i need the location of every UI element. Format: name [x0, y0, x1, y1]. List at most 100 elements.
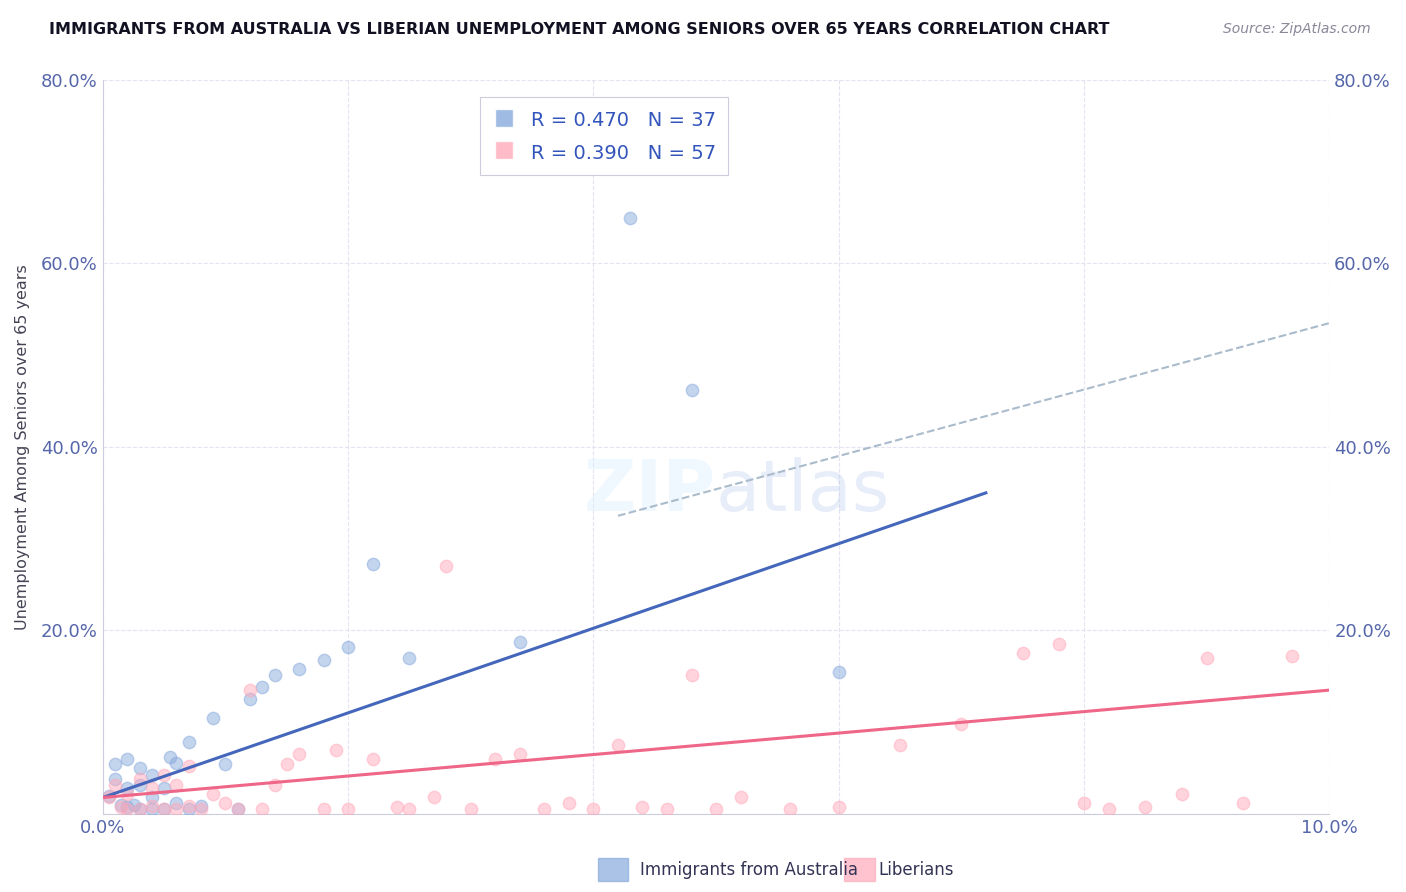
Point	[1073, 796, 1095, 810]
Point	[361, 558, 384, 572]
Point	[153, 802, 176, 816]
Point	[460, 802, 482, 816]
Point	[337, 802, 360, 816]
Point	[423, 790, 446, 805]
Point	[104, 772, 127, 786]
Point	[128, 772, 150, 786]
Legend: R = 0.470   N = 37, R = 0.390   N = 57: R = 0.470 N = 37, R = 0.390 N = 57	[481, 97, 728, 175]
Point	[239, 683, 262, 698]
Point	[704, 802, 727, 816]
Point	[117, 787, 139, 801]
Point	[828, 799, 851, 814]
Point	[104, 756, 127, 771]
Point	[177, 735, 200, 749]
Point	[1135, 799, 1157, 814]
Point	[325, 743, 347, 757]
Point	[398, 802, 420, 816]
Point	[165, 802, 187, 816]
Point	[141, 802, 163, 816]
Point	[288, 662, 311, 676]
Point	[117, 802, 139, 816]
Point	[110, 797, 132, 812]
Point	[558, 796, 581, 810]
Point	[159, 750, 181, 764]
Point	[165, 796, 187, 810]
Point	[252, 681, 274, 695]
Point	[165, 756, 187, 770]
Point	[252, 802, 274, 816]
Point	[312, 653, 335, 667]
Point	[190, 798, 212, 813]
Point	[1097, 802, 1119, 816]
Point	[263, 667, 285, 681]
Point	[1049, 637, 1071, 651]
Point	[165, 778, 187, 792]
Point	[141, 790, 163, 805]
Point	[1171, 787, 1194, 801]
Point	[681, 667, 703, 681]
Point	[582, 802, 605, 816]
Text: ZIP: ZIP	[583, 457, 716, 525]
Point	[434, 559, 457, 574]
Point	[202, 787, 225, 801]
Point	[655, 802, 678, 816]
Point	[1011, 647, 1033, 661]
Point	[239, 692, 262, 706]
Point	[398, 651, 420, 665]
Point	[104, 778, 127, 792]
Point	[312, 802, 335, 816]
Point	[288, 747, 311, 762]
Text: Source: ZipAtlas.com: Source: ZipAtlas.com	[1223, 22, 1371, 37]
Point	[1195, 651, 1218, 665]
Point	[509, 747, 531, 762]
Point	[177, 802, 200, 816]
Text: atlas: atlas	[716, 457, 890, 525]
Point	[631, 799, 654, 814]
Point	[214, 756, 236, 771]
Point	[950, 717, 973, 731]
Point	[226, 802, 249, 816]
Point	[889, 738, 911, 752]
Point	[619, 211, 641, 225]
Point	[177, 759, 200, 773]
Point	[263, 778, 285, 792]
Point	[98, 789, 121, 803]
Point	[337, 640, 360, 654]
Point	[607, 738, 630, 752]
Point	[117, 799, 139, 814]
Point	[202, 711, 225, 725]
Point	[385, 799, 408, 814]
Point	[214, 796, 236, 810]
Text: Immigrants from Australia: Immigrants from Australia	[640, 861, 858, 879]
Point	[533, 802, 555, 816]
Point	[128, 761, 150, 775]
Point	[730, 790, 752, 805]
Point	[226, 802, 249, 816]
Y-axis label: Unemployment Among Seniors over 65 years: Unemployment Among Seniors over 65 years	[15, 264, 30, 630]
Point	[128, 802, 150, 816]
Point	[141, 798, 163, 813]
Point	[509, 634, 531, 648]
Point	[153, 768, 176, 782]
Point	[177, 798, 200, 813]
Point	[117, 781, 139, 796]
Text: IMMIGRANTS FROM AUSTRALIA VS LIBERIAN UNEMPLOYMENT AMONG SENIORS OVER 65 YEARS C: IMMIGRANTS FROM AUSTRALIA VS LIBERIAN UN…	[49, 22, 1109, 37]
Point	[153, 802, 176, 816]
Point	[122, 797, 145, 812]
Point	[128, 778, 150, 792]
Point	[1281, 649, 1303, 664]
Point	[828, 665, 851, 679]
Point	[98, 790, 121, 805]
Point	[361, 752, 384, 766]
Point	[484, 752, 506, 766]
Point	[276, 756, 298, 771]
Point	[141, 768, 163, 782]
Point	[128, 802, 150, 816]
Point	[141, 781, 163, 796]
Point	[681, 383, 703, 397]
Point	[153, 781, 176, 796]
Point	[190, 802, 212, 816]
Text: Liberians: Liberians	[879, 861, 955, 879]
Point	[1232, 796, 1254, 810]
Point	[779, 802, 801, 816]
